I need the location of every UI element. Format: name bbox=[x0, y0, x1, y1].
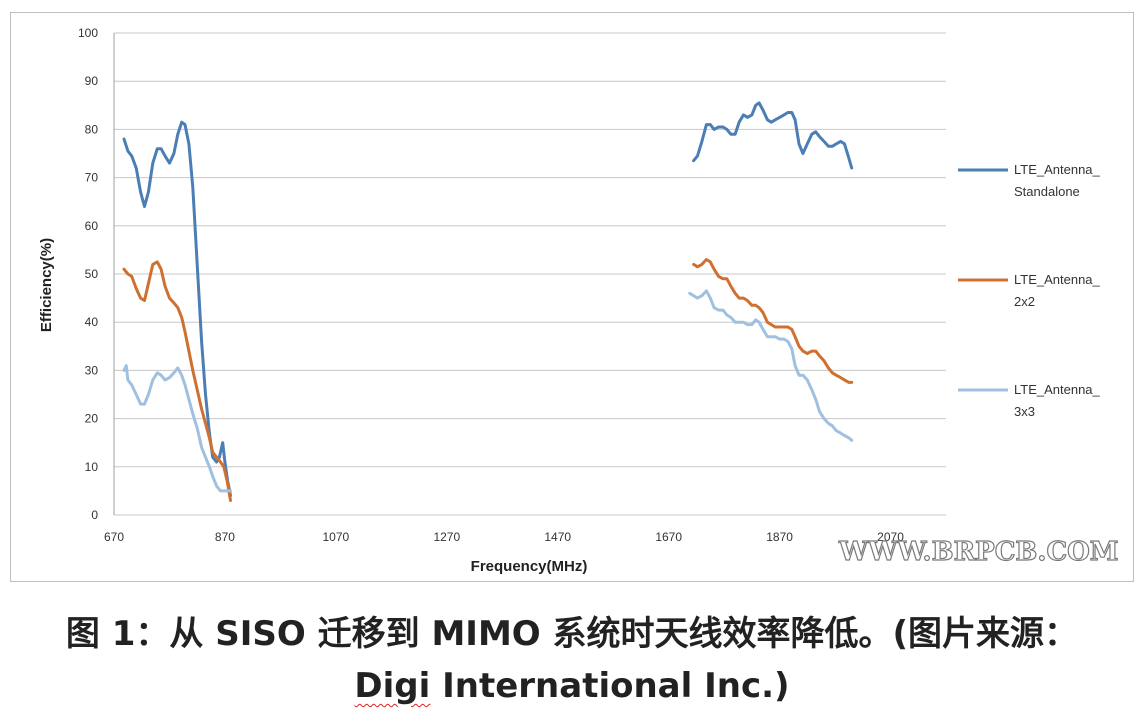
x-tick-label: 870 bbox=[215, 530, 235, 544]
legend-label: 2x2 bbox=[1014, 294, 1035, 309]
caption-word-digi: Digi bbox=[354, 666, 431, 706]
legend-label: LTE_Antenna_ bbox=[1014, 272, 1101, 287]
chart-frame: 0 10 20 30 40 50 60 70 80 90 100 670 870 1070 1270 1470… bbox=[10, 12, 1134, 582]
x-tick-label: 1070 bbox=[323, 530, 350, 544]
grid-lines bbox=[114, 32, 946, 516]
y-tick-label: 100 bbox=[78, 26, 98, 40]
efficiency-chart: 0 10 20 30 40 50 60 70 80 90 100 670 870 1070 1270 1470… bbox=[38, 26, 1101, 575]
y-tick-label: 30 bbox=[85, 363, 99, 377]
legend-label: Standalone bbox=[1014, 184, 1080, 199]
x-tick-label: 2070 bbox=[877, 530, 904, 544]
y-tick-label: 80 bbox=[85, 122, 99, 136]
x-tick-label: 1470 bbox=[544, 530, 571, 544]
legend-label: LTE_Antenna_ bbox=[1014, 382, 1101, 397]
series-line-LTE_Antenna_Standalone-segment-2 bbox=[692, 101, 854, 170]
x-tick-label: 1870 bbox=[766, 530, 793, 544]
series-line-LTE_Antenna_3x3-segment-1 bbox=[122, 364, 232, 493]
axes: 0 10 20 30 40 50 60 70 80 90 100 670 870 1070 1270 1470… bbox=[78, 26, 904, 544]
y-tick-label: 60 bbox=[85, 219, 99, 233]
legend: LTE_Antenna_ Standalone LTE_Antenna_ 2x2 LTE… bbox=[958, 162, 1101, 419]
legend-label: LTE_Antenna_ bbox=[1014, 162, 1101, 177]
y-tick-label: 10 bbox=[85, 460, 99, 474]
y-tick-label: 40 bbox=[85, 315, 99, 329]
series-line-LTE_Antenna_2x2-segment-1 bbox=[122, 260, 232, 502]
series-lines bbox=[122, 101, 854, 502]
series-line-LTE_Antenna_2x2-segment-2 bbox=[692, 258, 854, 384]
caption-line-2-rest: International Inc.) bbox=[430, 666, 790, 706]
y-tick-label: 70 bbox=[85, 171, 99, 185]
y-tick-label: 0 bbox=[91, 508, 98, 522]
y-tick-label: 50 bbox=[85, 267, 99, 281]
figure-caption-line-1: 图 1：从 SISO 迁移到 MIMO 系统时天线效率降低。(图片来源： bbox=[65, 614, 1079, 654]
series-line-LTE_Antenna_3x3-segment-2 bbox=[688, 289, 854, 442]
x-tick-label: 670 bbox=[104, 530, 124, 544]
legend-label: 3x3 bbox=[1014, 404, 1035, 419]
x-axis-title: Frequency(MHz) bbox=[471, 558, 588, 575]
x-tick-label: 1270 bbox=[433, 530, 460, 544]
watermark: WWW.BRPCB.COM bbox=[838, 536, 1119, 567]
x-tick-label: 1670 bbox=[655, 530, 682, 544]
figure-caption-line-2: Digi International Inc.) bbox=[0, 666, 1144, 706]
y-tick-label: 20 bbox=[85, 412, 99, 426]
y-axis-title: Efficiency(%) bbox=[38, 238, 55, 332]
y-tick-label: 90 bbox=[85, 74, 99, 88]
